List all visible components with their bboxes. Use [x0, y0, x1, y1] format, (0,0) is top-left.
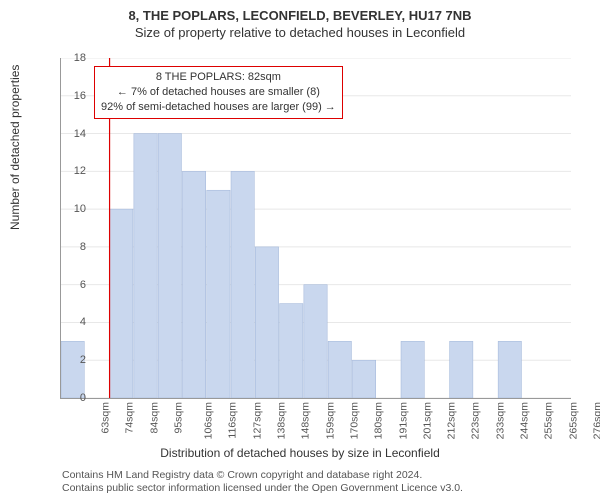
x-tick: 159sqm: [324, 402, 336, 439]
callout-line1: 8 THE POPLARS: 82sqm: [101, 70, 336, 85]
x-tick: 255sqm: [543, 402, 555, 439]
y-tick: 16: [74, 90, 86, 102]
y-tick: 4: [80, 316, 86, 328]
y-tick: 18: [74, 52, 86, 64]
x-tick: 63sqm: [100, 402, 112, 434]
y-tick: 12: [74, 165, 86, 177]
chart-subtitle: Size of property relative to detached ho…: [0, 25, 600, 40]
x-axis-label: Distribution of detached houses by size …: [0, 446, 600, 460]
x-tick: 138sqm: [276, 402, 288, 439]
x-tick: 74sqm: [124, 402, 136, 434]
x-tick: 233sqm: [494, 402, 506, 439]
y-axis-label: Number of detached properties: [8, 65, 22, 230]
x-tick: 148sqm: [300, 402, 312, 439]
y-tick: 2: [80, 354, 86, 366]
attribution-line1: Contains HM Land Registry data © Crown c…: [62, 469, 463, 483]
y-tick: 14: [74, 128, 86, 140]
x-tick: 106sqm: [203, 402, 215, 439]
y-tick: 10: [74, 203, 86, 215]
x-tick: 170sqm: [348, 402, 360, 439]
x-tick: 191sqm: [397, 402, 409, 439]
x-tick: 244sqm: [518, 402, 530, 439]
x-tick: 116sqm: [226, 402, 238, 439]
y-tick: 8: [80, 241, 86, 253]
y-tick: 6: [80, 279, 86, 291]
x-tick: 95sqm: [173, 402, 185, 434]
page-title: 8, THE POPLARS, LECONFIELD, BEVERLEY, HU…: [0, 8, 600, 23]
x-tick: 180sqm: [373, 402, 385, 439]
y-tick: 0: [80, 392, 86, 404]
x-tick: 201sqm: [421, 402, 433, 439]
x-tick: 276sqm: [591, 402, 600, 439]
x-tick: 223sqm: [470, 402, 482, 439]
x-tick: 84sqm: [148, 402, 160, 434]
attribution: Contains HM Land Registry data © Crown c…: [62, 469, 463, 496]
callout-line3: 92% of semi-detached houses are larger (…: [101, 100, 336, 115]
reference-callout: 8 THE POPLARS: 82sqm ← 7% of detached ho…: [94, 66, 343, 119]
attribution-line2: Contains public sector information licen…: [62, 482, 463, 496]
x-tick: 265sqm: [567, 402, 579, 439]
callout-line2: ← 7% of detached houses are smaller (8): [101, 85, 336, 100]
x-tick: 127sqm: [251, 402, 263, 439]
x-tick: 212sqm: [446, 402, 458, 439]
